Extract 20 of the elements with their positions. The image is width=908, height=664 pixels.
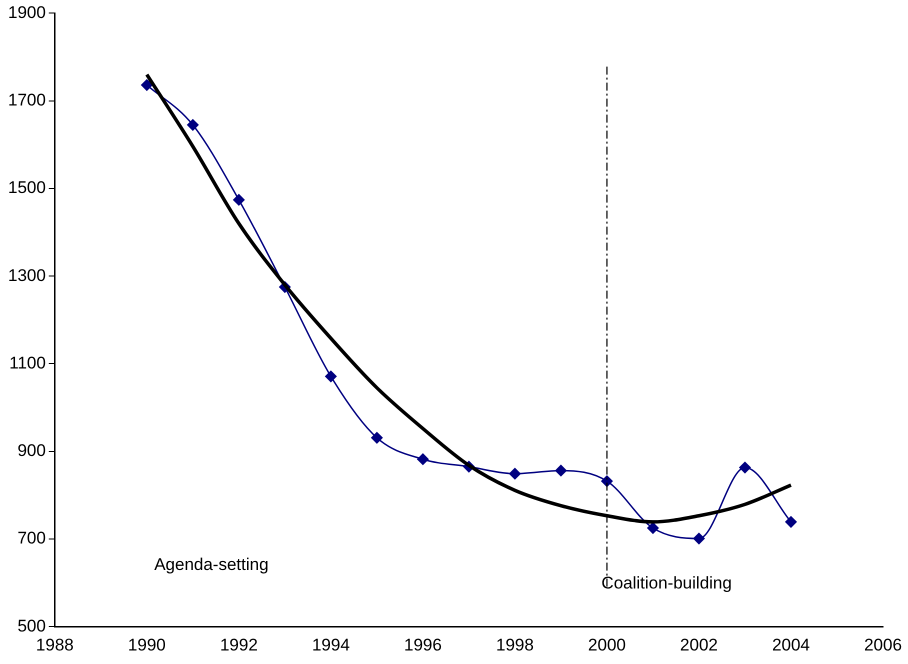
x-tick-label: 2006 xyxy=(864,635,902,654)
x-tick-label: 1998 xyxy=(496,635,534,654)
annotation: Agenda-setting xyxy=(154,554,269,574)
annotation: Coalition-building xyxy=(601,573,732,592)
y-tick-label: 900 xyxy=(17,441,46,460)
y-tick-label: 500 xyxy=(17,616,46,636)
y-tick-label: 1100 xyxy=(9,353,46,372)
x-tick-label: 2002 xyxy=(680,635,718,654)
y-tick-label: 700 xyxy=(17,528,46,548)
y-tick-label: 1500 xyxy=(8,178,46,198)
y-tick-label: 1900 xyxy=(8,2,46,22)
x-tick-label: 1988 xyxy=(36,635,74,654)
x-tick-label: 1990 xyxy=(128,635,166,654)
x-tick-label: 1992 xyxy=(220,635,258,654)
y-tick-label: 1300 xyxy=(8,266,46,285)
y-tick-label: 1700 xyxy=(8,90,46,110)
x-tick-label: 2004 xyxy=(772,635,810,654)
x-tick-label: 2000 xyxy=(588,635,626,654)
x-tick-label: 1996 xyxy=(404,635,442,654)
x-tick-label: 1994 xyxy=(312,635,350,654)
